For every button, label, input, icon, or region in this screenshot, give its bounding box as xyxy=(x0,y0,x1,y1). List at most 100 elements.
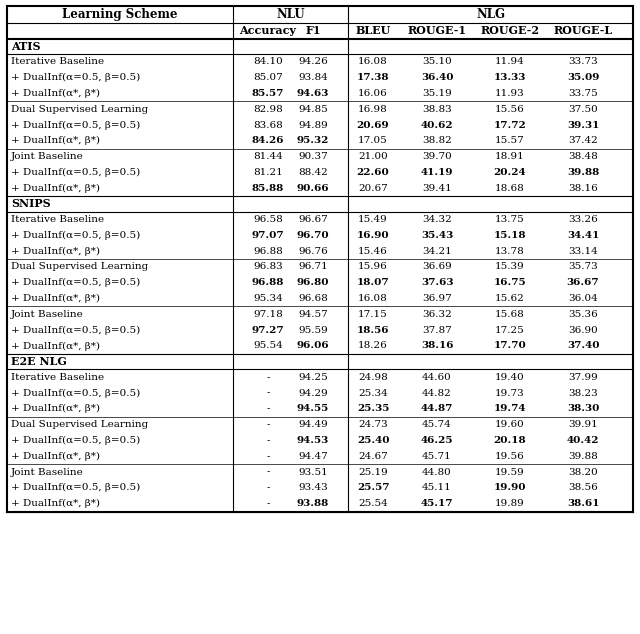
Text: + DualInf(α=0.5, β=0.5): + DualInf(α=0.5, β=0.5) xyxy=(11,278,140,287)
Text: 34.41: 34.41 xyxy=(567,231,599,240)
Text: 18.26: 18.26 xyxy=(358,342,388,351)
Text: 45.74: 45.74 xyxy=(422,420,452,429)
Text: 38.30: 38.30 xyxy=(567,404,599,413)
Text: 13.75: 13.75 xyxy=(495,215,525,224)
Text: 38.16: 38.16 xyxy=(420,342,453,351)
Text: + DualInf(α*, β*): + DualInf(α*, β*) xyxy=(11,136,100,145)
Text: -: - xyxy=(266,499,269,508)
Text: 94.49: 94.49 xyxy=(298,420,328,429)
Text: 94.55: 94.55 xyxy=(297,404,329,413)
Text: 16.06: 16.06 xyxy=(358,89,388,98)
Text: + DualInf(α*, β*): + DualInf(α*, β*) xyxy=(11,89,100,98)
Text: Iterative Baseline: Iterative Baseline xyxy=(11,215,104,224)
Text: 81.21: 81.21 xyxy=(253,168,283,177)
Text: BLEU: BLEU xyxy=(355,25,390,36)
Text: Joint Baseline: Joint Baseline xyxy=(11,468,84,477)
Text: 85.07: 85.07 xyxy=(253,73,283,82)
Text: 15.62: 15.62 xyxy=(495,294,525,303)
Text: 96.06: 96.06 xyxy=(297,342,330,351)
Text: 16.08: 16.08 xyxy=(358,58,388,67)
Text: Iterative Baseline: Iterative Baseline xyxy=(11,373,104,382)
Text: 19.90: 19.90 xyxy=(493,483,526,493)
Text: -: - xyxy=(266,420,269,429)
Text: 37.42: 37.42 xyxy=(568,136,598,145)
Text: -: - xyxy=(266,452,269,461)
Text: 96.67: 96.67 xyxy=(298,215,328,224)
Text: 90.66: 90.66 xyxy=(297,184,330,193)
Text: 95.34: 95.34 xyxy=(253,294,283,303)
Text: 34.32: 34.32 xyxy=(422,215,452,224)
Text: 38.82: 38.82 xyxy=(422,136,452,145)
Text: 96.58: 96.58 xyxy=(253,215,283,224)
Text: 35.10: 35.10 xyxy=(422,58,452,67)
Text: 94.89: 94.89 xyxy=(298,120,328,129)
Text: Dual Supervised Learning: Dual Supervised Learning xyxy=(11,420,148,429)
Text: 15.46: 15.46 xyxy=(358,247,388,256)
Text: 93.43: 93.43 xyxy=(298,483,328,493)
Text: 25.54: 25.54 xyxy=(358,499,388,508)
Text: -: - xyxy=(266,389,269,398)
Text: 94.85: 94.85 xyxy=(298,105,328,113)
Text: Joint Baseline: Joint Baseline xyxy=(11,310,84,319)
Text: 20.69: 20.69 xyxy=(356,120,389,129)
Text: -: - xyxy=(266,483,269,493)
Text: 22.60: 22.60 xyxy=(356,168,389,177)
Text: 25.40: 25.40 xyxy=(356,436,389,445)
Text: SNIPS: SNIPS xyxy=(11,198,51,209)
Text: 20.67: 20.67 xyxy=(358,184,388,193)
Text: 17.70: 17.70 xyxy=(493,342,526,351)
Text: 88.42: 88.42 xyxy=(298,168,328,177)
Text: 39.88: 39.88 xyxy=(568,452,598,461)
Text: 36.32: 36.32 xyxy=(422,310,452,319)
Text: 19.59: 19.59 xyxy=(495,468,525,477)
Text: 15.49: 15.49 xyxy=(358,215,388,224)
Text: 94.63: 94.63 xyxy=(297,89,329,98)
Text: 36.90: 36.90 xyxy=(568,326,598,335)
Text: 96.88: 96.88 xyxy=(252,278,284,287)
Text: 40.42: 40.42 xyxy=(567,436,599,445)
Text: ROUGE-L: ROUGE-L xyxy=(554,25,612,36)
Text: + DualInf(α*, β*): + DualInf(α*, β*) xyxy=(11,184,100,193)
Text: + DualInf(α*, β*): + DualInf(α*, β*) xyxy=(11,452,100,461)
Text: 33.26: 33.26 xyxy=(568,215,598,224)
Text: 44.87: 44.87 xyxy=(421,404,453,413)
Text: 97.18: 97.18 xyxy=(253,310,283,319)
Text: 96.68: 96.68 xyxy=(298,294,328,303)
Text: 34.21: 34.21 xyxy=(422,247,452,256)
Text: + DualInf(α*, β*): + DualInf(α*, β*) xyxy=(11,499,100,508)
Text: ATIS: ATIS xyxy=(11,41,40,52)
Text: 40.62: 40.62 xyxy=(420,120,453,129)
Text: 94.26: 94.26 xyxy=(298,58,328,67)
Text: 24.98: 24.98 xyxy=(358,373,388,382)
Text: 16.98: 16.98 xyxy=(358,105,388,113)
Text: 94.57: 94.57 xyxy=(298,310,328,319)
Text: 25.57: 25.57 xyxy=(356,483,389,493)
Text: 15.18: 15.18 xyxy=(493,231,526,240)
Text: -: - xyxy=(266,468,269,477)
Text: 17.25: 17.25 xyxy=(495,326,525,335)
Text: 25.34: 25.34 xyxy=(358,389,388,398)
Text: 25.19: 25.19 xyxy=(358,468,388,477)
Text: 38.61: 38.61 xyxy=(567,499,599,508)
Text: Learning Scheme: Learning Scheme xyxy=(62,8,178,21)
Text: 36.67: 36.67 xyxy=(566,278,599,287)
Text: Joint Baseline: Joint Baseline xyxy=(11,152,84,161)
Text: 11.93: 11.93 xyxy=(495,89,525,98)
Text: ROUGE-2: ROUGE-2 xyxy=(481,25,540,36)
Text: -: - xyxy=(266,373,269,382)
Text: 95.54: 95.54 xyxy=(253,342,283,351)
Text: 37.63: 37.63 xyxy=(420,278,453,287)
Text: + DualInf(α*, β*): + DualInf(α*, β*) xyxy=(11,294,100,303)
Text: 37.40: 37.40 xyxy=(567,342,599,351)
Text: 94.47: 94.47 xyxy=(298,452,328,461)
Text: + DualInf(α=0.5, β=0.5): + DualInf(α=0.5, β=0.5) xyxy=(11,389,140,398)
Text: 33.75: 33.75 xyxy=(568,89,598,98)
Text: 83.68: 83.68 xyxy=(253,120,283,129)
Text: 38.16: 38.16 xyxy=(568,184,598,193)
Text: 19.60: 19.60 xyxy=(495,420,525,429)
Text: 18.56: 18.56 xyxy=(356,326,389,335)
Text: 15.96: 15.96 xyxy=(358,262,388,271)
Text: 33.73: 33.73 xyxy=(568,58,598,67)
Text: 11.94: 11.94 xyxy=(495,58,525,67)
Text: 24.67: 24.67 xyxy=(358,452,388,461)
